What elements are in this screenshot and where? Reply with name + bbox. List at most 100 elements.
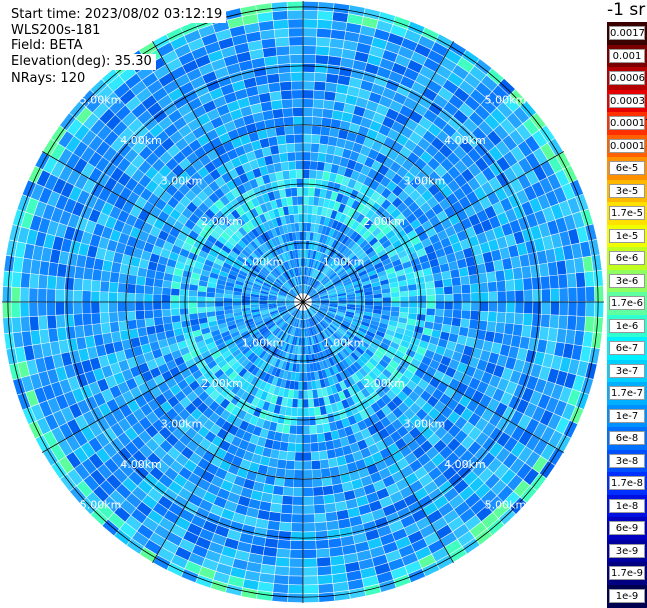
range-gate: [135, 284, 145, 294]
range-gate: [272, 269, 280, 277]
range-gate: [534, 210, 547, 225]
range-gate: [229, 250, 239, 259]
range-gate: [303, 408, 309, 417]
range-gate: [83, 475, 100, 492]
range-gate: [303, 425, 310, 435]
range-gate: [254, 280, 263, 287]
range-gate: [73, 302, 82, 314]
range-gate: [353, 260, 362, 269]
range-gate: [188, 139, 202, 152]
range-gate: [214, 225, 224, 236]
range-gate: [378, 373, 389, 383]
range-gate: [426, 288, 435, 296]
range-gate: [204, 208, 216, 220]
range-gate: [456, 230, 468, 242]
range-gate: [316, 28, 332, 38]
range-gate: [316, 242, 322, 252]
range-gate: [153, 302, 162, 310]
range-gate: [445, 138, 459, 152]
range-gate: [274, 566, 290, 576]
range-gate: [465, 133, 480, 148]
range-gate: [457, 335, 467, 345]
range-gate: [287, 1, 303, 11]
range-gate: [297, 328, 301, 337]
range-gate: [113, 468, 128, 484]
range-gate: [502, 257, 513, 270]
range-gate: [95, 432, 110, 448]
range-gate: [318, 342, 325, 351]
range-gate: [253, 407, 262, 418]
range-gate: [386, 400, 398, 412]
range-gate: [216, 342, 227, 351]
range-gate: [310, 143, 320, 153]
range-gate: [451, 131, 465, 146]
range-gate: [234, 165, 246, 176]
range-gate: [277, 298, 286, 301]
range-gate: [256, 322, 265, 329]
range-gate: [403, 171, 415, 184]
range-gate: [308, 288, 314, 296]
range-gate: [547, 261, 558, 276]
range-gate: [171, 308, 180, 316]
range-gate: [435, 345, 446, 356]
range-gate: [315, 271, 321, 279]
range-gate: [248, 462, 260, 473]
range-gate: [396, 166, 409, 178]
range-gate: [309, 178, 316, 188]
range-gate: [208, 412, 220, 424]
range-gate: [255, 225, 263, 236]
range-gate: [232, 334, 242, 342]
range-gate: [259, 233, 268, 243]
range-gate: [230, 395, 241, 406]
range-gate: [382, 306, 391, 311]
range-gate: [288, 269, 294, 278]
range-gate: [272, 284, 280, 290]
range-gate: [60, 182, 74, 198]
range-gate: [47, 315, 57, 329]
range-gate: [50, 143, 66, 161]
range-gate: [497, 212, 509, 226]
range-gate: [319, 263, 325, 272]
colorbar-cell: 3e-6: [607, 269, 647, 293]
range-gate: [416, 516, 432, 530]
range-gate: [468, 356, 480, 368]
range-gate: [204, 41, 221, 55]
range-gate: [460, 182, 473, 196]
range-gate: [339, 157, 349, 168]
range-gate: [387, 443, 400, 455]
range-gate: [327, 310, 337, 315]
range-gate: [392, 369, 403, 380]
range-gate: [287, 593, 303, 603]
range-gate: [246, 373, 255, 384]
range-gate: [295, 434, 303, 443]
range-gate: [259, 223, 267, 233]
range-gate: [475, 529, 492, 545]
range-gate: [505, 279, 515, 291]
range-gate: [351, 114, 363, 126]
range-label: 3.00km: [404, 175, 446, 188]
range-gate: [323, 162, 332, 173]
range-gate: [238, 327, 248, 334]
range-gate: [492, 85, 509, 102]
range-gate: [285, 271, 291, 279]
range-gate: [517, 141, 533, 157]
range-gate: [278, 225, 285, 235]
range-gate: [322, 423, 331, 433]
range-gate: [184, 374, 196, 385]
range-gate: [117, 292, 127, 302]
azimuth-spoke: [302, 151, 564, 303]
range-gate: [283, 283, 291, 291]
range-gate: [328, 237, 335, 247]
range-gate: [425, 281, 435, 289]
range-gate: [200, 380, 211, 391]
range-gate: [264, 538, 278, 548]
range-gate: [395, 380, 406, 391]
range-gate: [364, 63, 379, 75]
range-gate: [356, 380, 366, 391]
range-gate: [305, 328, 309, 337]
range-gate: [211, 350, 222, 360]
range-gate: [282, 312, 290, 319]
range-gate: [204, 259, 214, 268]
range-gate: [487, 519, 504, 536]
range-gate: [447, 411, 461, 424]
